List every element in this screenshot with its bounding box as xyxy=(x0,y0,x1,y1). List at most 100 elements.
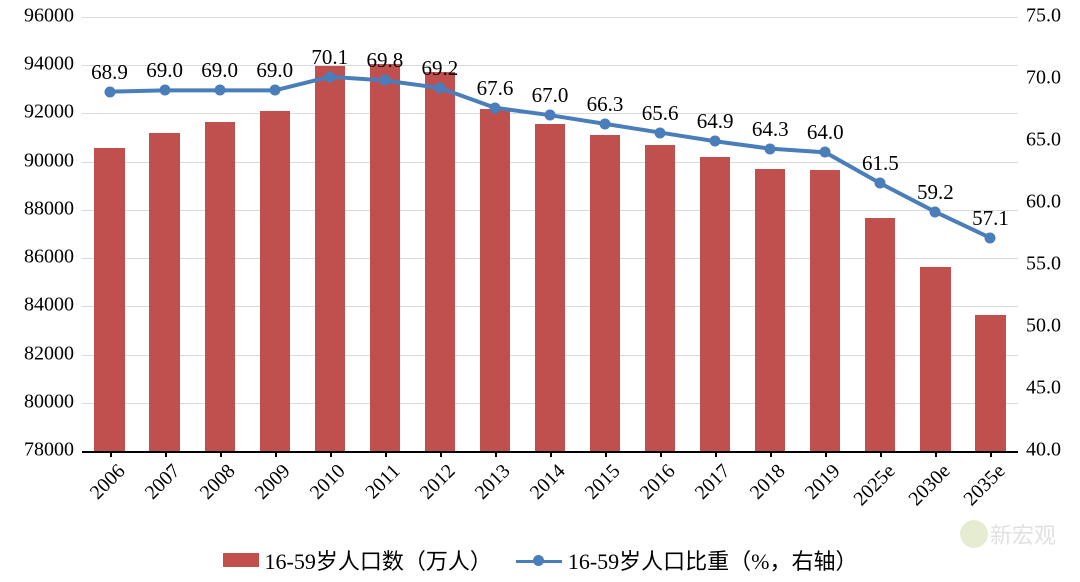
x-tick-label: 2014 xyxy=(526,460,571,505)
x-tick xyxy=(825,451,827,457)
line-marker xyxy=(379,75,390,86)
line-data-label: 69.0 xyxy=(201,58,238,83)
bar xyxy=(315,66,345,451)
y-left-tick-label: 90000 xyxy=(0,149,74,172)
x-tick xyxy=(110,451,112,457)
y-right-tick-label: 40.0 xyxy=(1026,439,1061,462)
gridline xyxy=(82,17,1018,18)
line-marker xyxy=(159,85,170,96)
legend-item: 16-59岁人口数（万人） xyxy=(223,544,492,576)
x-tick xyxy=(715,451,717,457)
line-data-label: 67.6 xyxy=(477,76,514,101)
line-marker xyxy=(765,143,776,154)
x-tick xyxy=(660,451,662,457)
x-tick xyxy=(220,451,222,457)
x-tick xyxy=(440,451,442,457)
legend-item: 16-59岁人口比重（%，右轴） xyxy=(516,544,858,576)
y-right-tick-label: 45.0 xyxy=(1026,377,1061,400)
x-tick-label: 2008 xyxy=(195,460,240,505)
bar xyxy=(205,122,235,451)
bar xyxy=(535,124,565,451)
x-tick xyxy=(880,451,882,457)
line-data-label: 65.6 xyxy=(642,101,679,126)
y-left-tick-label: 92000 xyxy=(0,101,74,124)
x-tick-label: 2013 xyxy=(471,460,516,505)
x-tick-label: 2035e xyxy=(960,460,1011,511)
watermark-icon xyxy=(960,520,988,548)
x-tick-label: 2015 xyxy=(581,460,626,505)
x-tick-label: 2019 xyxy=(801,460,846,505)
line-marker xyxy=(655,127,666,138)
watermark: 新宏观 xyxy=(960,518,1056,550)
x-tick xyxy=(165,451,167,457)
line-data-label: 67.0 xyxy=(532,83,569,108)
line-data-label: 69.0 xyxy=(146,58,183,83)
x-tick xyxy=(770,451,772,457)
x-tick-label: 2017 xyxy=(691,460,736,505)
bar xyxy=(920,267,950,451)
y-left-tick-label: 80000 xyxy=(0,390,74,413)
line-marker xyxy=(324,71,335,82)
x-tick-label: 2010 xyxy=(305,460,350,505)
y-left-tick-label: 96000 xyxy=(0,5,74,28)
legend-swatch-bar xyxy=(223,553,259,567)
x-tick xyxy=(385,451,387,457)
bar xyxy=(700,157,730,451)
bar xyxy=(480,109,510,451)
line-data-label: 69.8 xyxy=(366,48,403,73)
legend-swatch-line xyxy=(516,553,562,567)
y-right-tick-label: 55.0 xyxy=(1026,253,1061,276)
y-left-tick-label: 88000 xyxy=(0,197,74,220)
line-marker xyxy=(875,178,886,189)
bar xyxy=(425,72,455,451)
y-right-tick-label: 50.0 xyxy=(1026,315,1061,338)
line-data-label: 70.1 xyxy=(311,45,348,70)
x-tick-label: 2011 xyxy=(361,460,405,504)
line-marker xyxy=(820,147,831,158)
line-data-label: 69.0 xyxy=(256,58,293,83)
x-tick xyxy=(550,451,552,457)
legend: 16-59岁人口数（万人） 16-59岁人口比重（%，右轴） xyxy=(0,544,1080,576)
y-right-tick-label: 75.0 xyxy=(1026,5,1061,28)
line-data-label: 69.2 xyxy=(422,56,459,81)
x-tick-label: 2025e xyxy=(850,460,901,511)
line-marker xyxy=(214,85,225,96)
x-tick-label: 2009 xyxy=(250,460,295,505)
x-tick-label: 2012 xyxy=(416,460,461,505)
line-data-label: 64.0 xyxy=(807,120,844,145)
line-marker xyxy=(104,86,115,97)
line-data-label: 64.9 xyxy=(697,109,734,134)
line-marker xyxy=(269,85,280,96)
bar xyxy=(370,64,400,451)
x-tick xyxy=(605,451,607,457)
line-data-label: 66.3 xyxy=(587,92,624,117)
line-data-label: 59.2 xyxy=(917,180,954,205)
y-right-tick-label: 60.0 xyxy=(1026,191,1061,214)
x-tick xyxy=(275,451,277,457)
line-data-label: 57.1 xyxy=(972,206,1009,231)
x-tick-label: 2018 xyxy=(746,460,791,505)
bar xyxy=(149,133,179,451)
bar xyxy=(865,218,895,451)
bar xyxy=(755,169,785,451)
y-left-tick-label: 78000 xyxy=(0,439,74,462)
bar xyxy=(975,315,1005,451)
line-marker xyxy=(985,232,996,243)
line-data-label: 61.5 xyxy=(862,151,899,176)
y-left-tick-label: 94000 xyxy=(0,53,74,76)
line-marker xyxy=(434,82,445,93)
line-marker xyxy=(930,206,941,217)
x-tick xyxy=(935,451,937,457)
bar xyxy=(810,170,840,451)
y-right-tick-label: 70.0 xyxy=(1026,67,1061,90)
line-data-label: 68.9 xyxy=(91,60,128,85)
x-tick xyxy=(330,451,332,457)
x-tick xyxy=(990,451,992,457)
x-tick-label: 2030e xyxy=(905,460,956,511)
bar xyxy=(590,135,620,451)
legend-label: 16-59岁人口数（万人） xyxy=(265,544,492,576)
bar xyxy=(260,111,290,451)
line-marker xyxy=(600,118,611,129)
y-left-tick-label: 86000 xyxy=(0,246,74,269)
y-left-tick-label: 82000 xyxy=(0,342,74,365)
